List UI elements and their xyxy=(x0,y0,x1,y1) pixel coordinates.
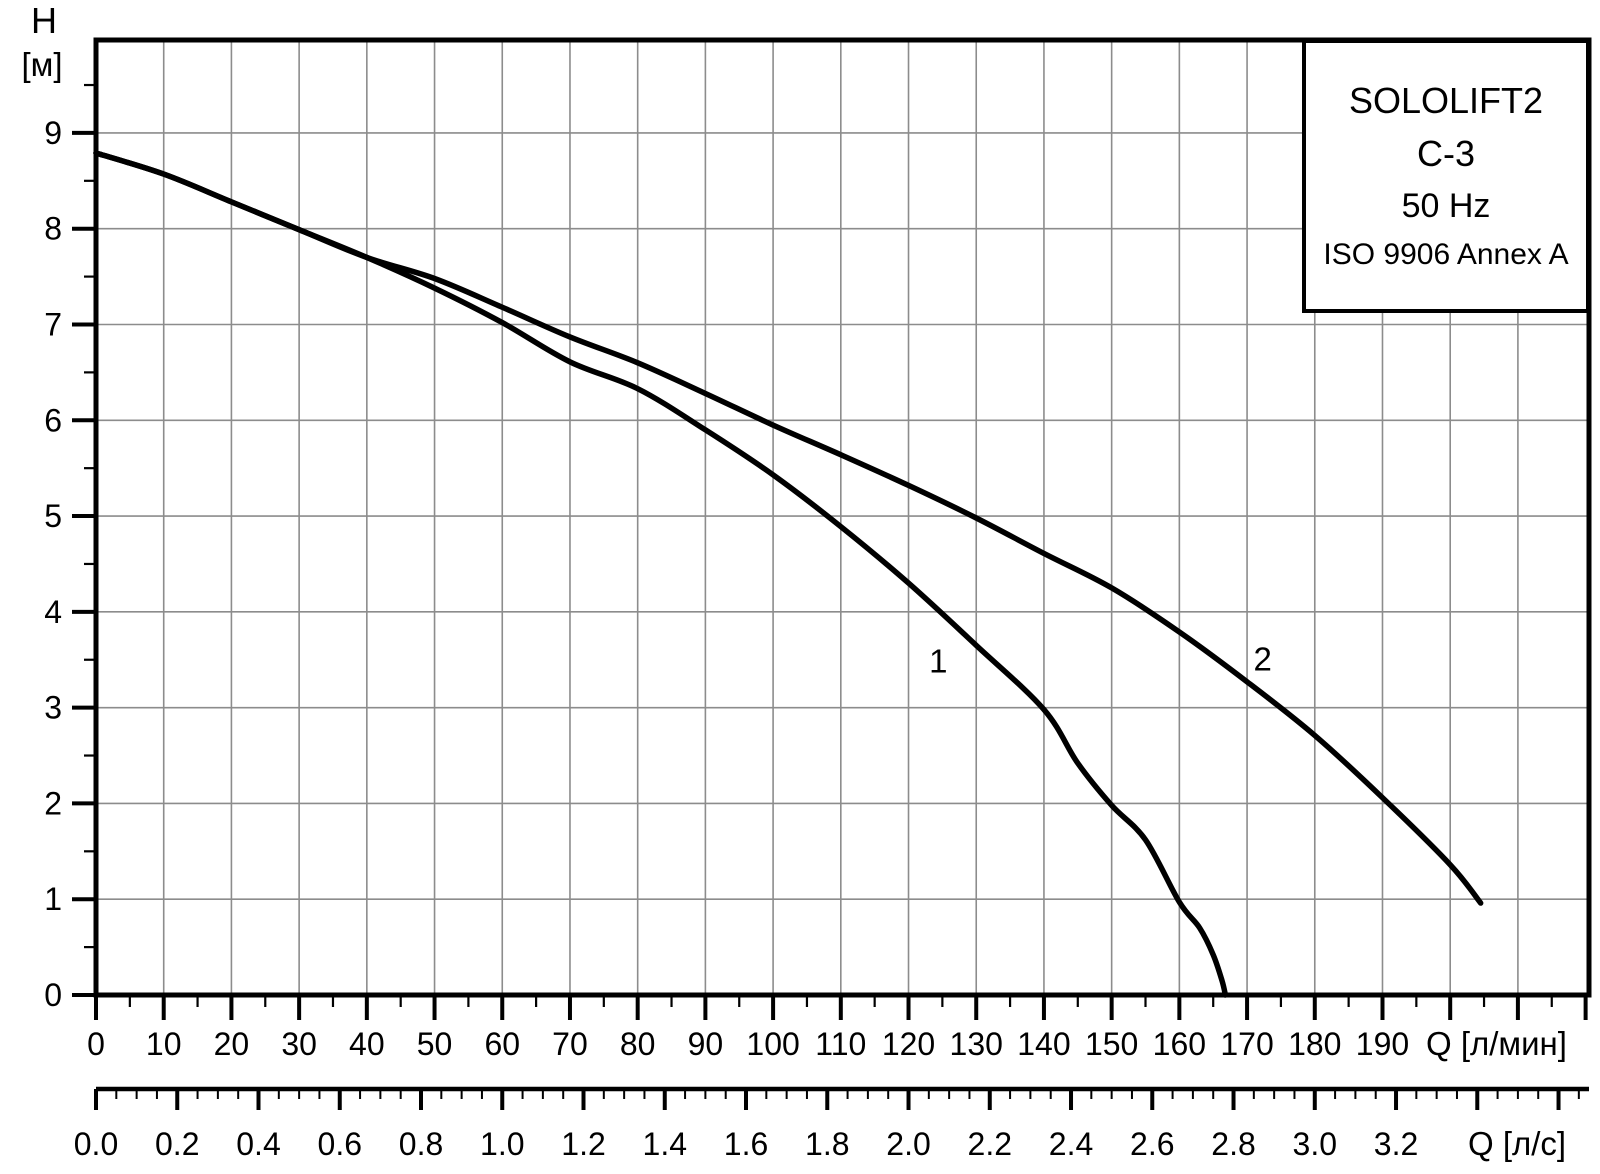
y-axis-tick-label: 7 xyxy=(44,306,62,342)
x-axis-tick-label: 90 xyxy=(688,1026,724,1062)
y-axis-tick-label: 4 xyxy=(44,594,62,630)
y-axis-title: H [м] xyxy=(21,0,62,83)
x-axis-tick-label: 110 xyxy=(815,1026,866,1062)
y-axis-tick-label: 0 xyxy=(44,977,62,1013)
x-axis-tick-label: 0 xyxy=(87,1026,105,1062)
legend-product-name: SOLOLIFT2 xyxy=(1348,79,1544,121)
x-axis-tick-label: 180 xyxy=(1288,1026,1341,1062)
curve-1-label: 1 xyxy=(929,643,947,680)
x-axis-tick-label: 190 xyxy=(1356,1026,1409,1062)
secondary-axis-tick-label: 1.8 xyxy=(805,1126,849,1162)
secondary-axis-tick-label: 0.4 xyxy=(236,1126,280,1162)
secondary-axis-tick-label: 0.8 xyxy=(399,1126,443,1162)
y-axis-tick-label: 8 xyxy=(44,211,62,247)
y-axis-tick-label: 9 xyxy=(44,115,62,151)
y-axis-tick-label: 1 xyxy=(44,881,62,917)
legend-model: C-3 xyxy=(1416,132,1475,174)
secondary-axis-tick-label: 0.0 xyxy=(74,1126,118,1162)
secondary-x-axis-title: Q [л/с] xyxy=(1468,1125,1566,1162)
secondary-x-axis xyxy=(94,1086,1589,1110)
y-axis-title-symbol: H xyxy=(31,0,57,41)
x-axis-tick-label: 170 xyxy=(1220,1026,1273,1062)
secondary-axis-tick-label: 1.6 xyxy=(724,1126,768,1162)
secondary-axis-tick-label: 1.2 xyxy=(561,1126,605,1162)
x-axis-tick-label: 150 xyxy=(1085,1026,1138,1062)
y-axis-tick-label: 2 xyxy=(44,785,62,821)
x-axis-tick-label: 120 xyxy=(882,1026,935,1062)
secondary-axis-tick-label: 0.2 xyxy=(155,1126,199,1162)
x-axis-tick-label: 80 xyxy=(620,1026,656,1062)
x-axis-tick-label: 100 xyxy=(746,1026,799,1062)
secondary-axis-tick-label: 1.0 xyxy=(480,1126,524,1162)
secondary-axis-tick-label: 2.6 xyxy=(1130,1126,1174,1162)
secondary-axis-tick-label: 1.4 xyxy=(643,1126,687,1162)
x-axis-title: Q [л/мин] xyxy=(1426,1025,1567,1062)
x-axis-tick-labels: 0 10 20 30 40 50 60 70 80 90 100 110 120 130 140 150 160… xyxy=(87,1026,1409,1062)
x-axis-tick-label: 40 xyxy=(349,1026,385,1062)
secondary-axis-tick-label: 2.0 xyxy=(886,1126,930,1162)
secondary-axis-tick-label: 3.2 xyxy=(1374,1126,1418,1162)
legend-standard: ISO 9906 Annex A xyxy=(1323,237,1569,271)
x-axis-tick-label: 160 xyxy=(1153,1026,1206,1062)
y-axis-ticks xyxy=(72,83,96,997)
secondary-axis-tick-label: 0.6 xyxy=(318,1126,362,1162)
x-axis-tick-label: 140 xyxy=(1017,1026,1070,1062)
x-axis-tick-label: 130 xyxy=(950,1026,1003,1062)
x-axis-tick-label: 20 xyxy=(214,1026,250,1062)
legend-frequency: 50 Hz xyxy=(1401,186,1491,225)
legend-box: SOLOLIFT2 C-3 50 Hz ISO 9906 Annex A xyxy=(1302,39,1590,313)
secondary-axis-tick-label: 2.4 xyxy=(1049,1126,1093,1162)
y-axis-tick-label: 3 xyxy=(44,690,62,726)
y-axis-tick-labels: 0 1 2 3 4 5 6 7 8 9 xyxy=(44,115,62,1013)
x-axis-tick-label: 60 xyxy=(484,1026,520,1062)
y-axis-tick-label: 5 xyxy=(44,498,62,534)
curve-2 xyxy=(93,150,1484,906)
chart-grid xyxy=(96,40,1589,995)
x-axis-tick-label: 10 xyxy=(146,1026,182,1062)
x-axis-tick-label: 30 xyxy=(281,1026,317,1062)
curve-2-label: 2 xyxy=(1253,641,1271,678)
y-axis-tick-label: 6 xyxy=(44,402,62,438)
x-axis-tick-label: 70 xyxy=(552,1026,588,1062)
y-axis-title-unit: [м] xyxy=(21,46,62,83)
secondary-axis-tick-label: 3.0 xyxy=(1293,1126,1337,1162)
secondary-axis-tick-label: 2.8 xyxy=(1211,1126,1255,1162)
x-axis-tick-label: 50 xyxy=(417,1026,453,1062)
secondary-axis-tick-label: 2.2 xyxy=(968,1126,1012,1162)
secondary-axis-tick-labels: 0.0 0.2 0.4 0.6 0.8 1.0 1.2 1.4 1.6 1.8 2.0 2.2 2.4 2… xyxy=(74,1126,1419,1162)
x-axis-ticks xyxy=(94,995,1588,1020)
